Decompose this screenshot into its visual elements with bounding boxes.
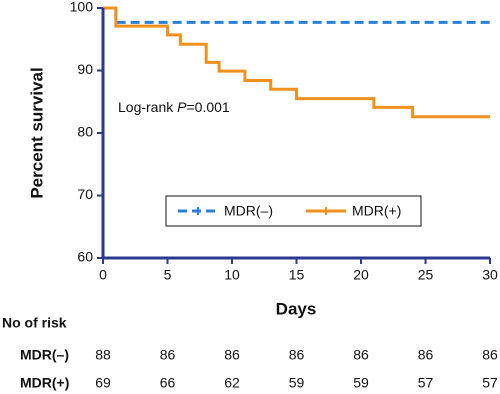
risk-value: 59 <box>353 375 369 391</box>
risk-value: 86 <box>160 347 176 363</box>
y-tick-label: 70 <box>77 186 93 202</box>
x-axis-label: Days <box>276 299 317 318</box>
y-tick-label: 90 <box>77 61 93 77</box>
risk-value: 57 <box>482 375 498 391</box>
risk-value: 86 <box>482 347 498 363</box>
risk-row-label: MDR(+) <box>20 375 69 391</box>
risk-value: 59 <box>289 375 305 391</box>
y-tick-label: 60 <box>77 249 93 265</box>
risk-value: 86 <box>418 347 434 363</box>
annotation-text: =0.001 <box>187 99 230 115</box>
risk-value: 86 <box>289 347 305 363</box>
x-tick-label: 25 <box>418 267 434 283</box>
y-axis-label: Percent survival <box>27 67 46 198</box>
x-tick-label: 10 <box>224 267 240 283</box>
risk-value: 69 <box>95 375 111 391</box>
risk-row-label: MDR(–) <box>20 347 69 363</box>
annotation-text: P <box>177 99 187 115</box>
risk-value: 86 <box>353 347 369 363</box>
risk-value: 66 <box>160 375 176 391</box>
survival-line <box>103 6 490 24</box>
risk-value: 57 <box>418 375 434 391</box>
survival-line <box>103 6 490 119</box>
risk-value: 86 <box>224 347 240 363</box>
legend-label: MDR(–) <box>224 203 273 219</box>
risk-value: 88 <box>95 347 111 363</box>
x-tick-label: 15 <box>289 267 305 283</box>
x-tick-label: 20 <box>353 267 369 283</box>
legend-label: MDR(+) <box>352 203 401 219</box>
x-tick-label: 0 <box>99 267 107 283</box>
risk-title: No of risk <box>2 315 67 331</box>
y-tick-label: 80 <box>77 124 93 140</box>
annotation: Log-rank P=0.001 <box>118 99 230 115</box>
y-tick-label: 100 <box>70 0 94 15</box>
x-tick-label: 5 <box>164 267 172 283</box>
risk-value: 62 <box>224 375 240 391</box>
x-tick-label: 30 <box>482 267 498 283</box>
annotation-text: Log-rank <box>118 99 177 115</box>
